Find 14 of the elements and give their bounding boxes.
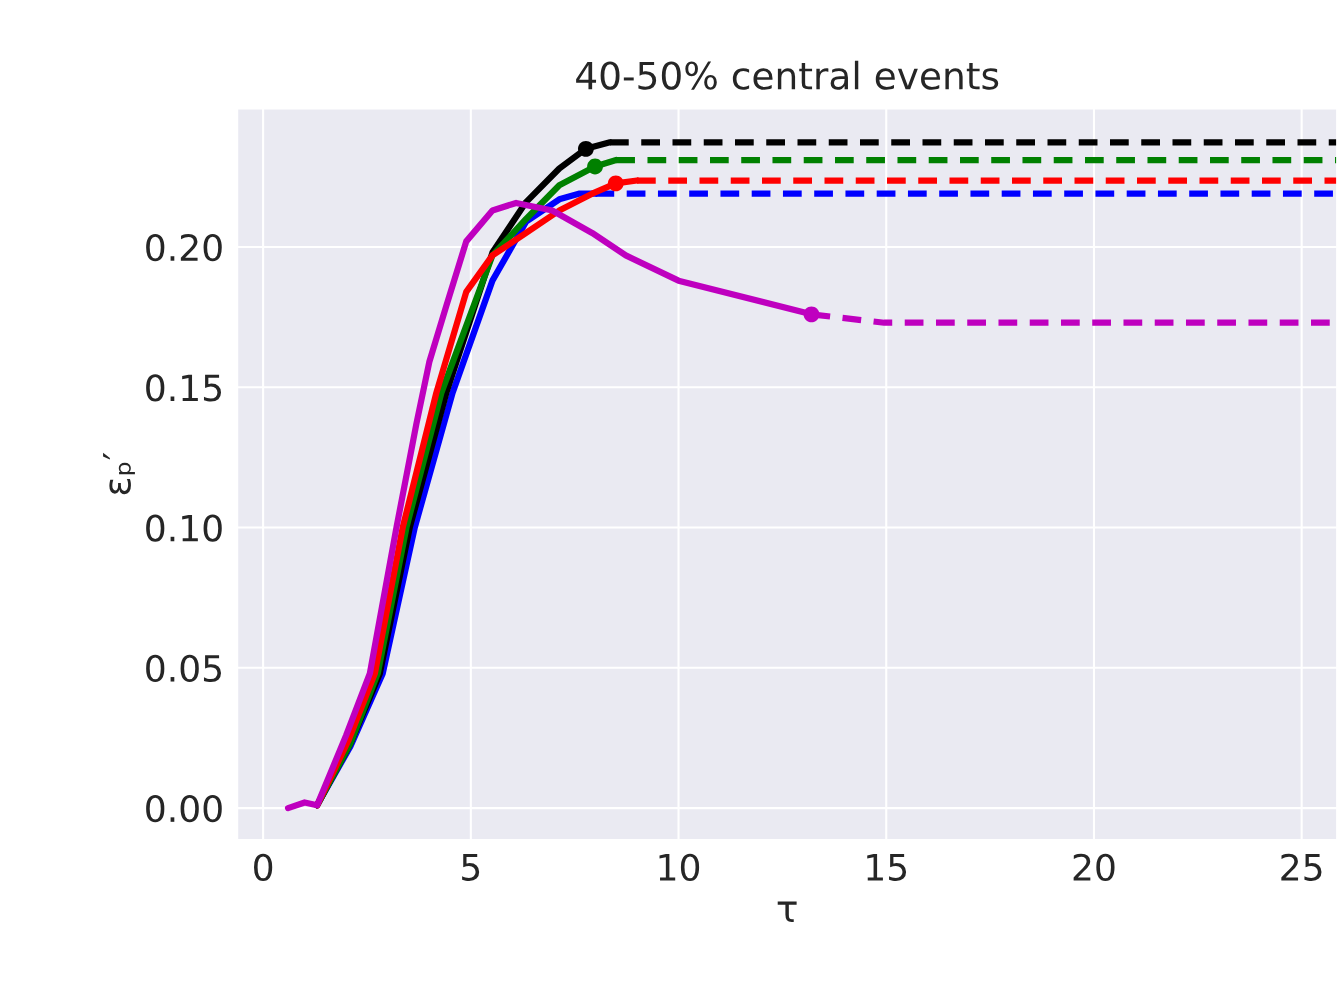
x-axis-title: τ — [777, 901, 797, 922]
y-tick-label: 0.10 — [146, 514, 222, 542]
x-tick-label: 25 — [1281, 853, 1322, 881]
x-tick-label: 20 — [1073, 853, 1115, 881]
y-tick-label: 0.20 — [146, 233, 222, 262]
x-tick-label: 5 — [462, 854, 480, 881]
x-tick-label: 10 — [659, 853, 700, 881]
y-tick-label: 0.05 — [146, 654, 222, 683]
y-tick-label: 0.15 — [146, 374, 222, 402]
chart-title: 40-50% central events — [576, 60, 999, 90]
x-tick-label: 15 — [867, 854, 907, 881]
y-tick-label: 0.00 — [146, 795, 222, 823]
x-tick-label: 0 — [254, 853, 273, 881]
y-axis-title: εₚ′ — [103, 452, 135, 495]
